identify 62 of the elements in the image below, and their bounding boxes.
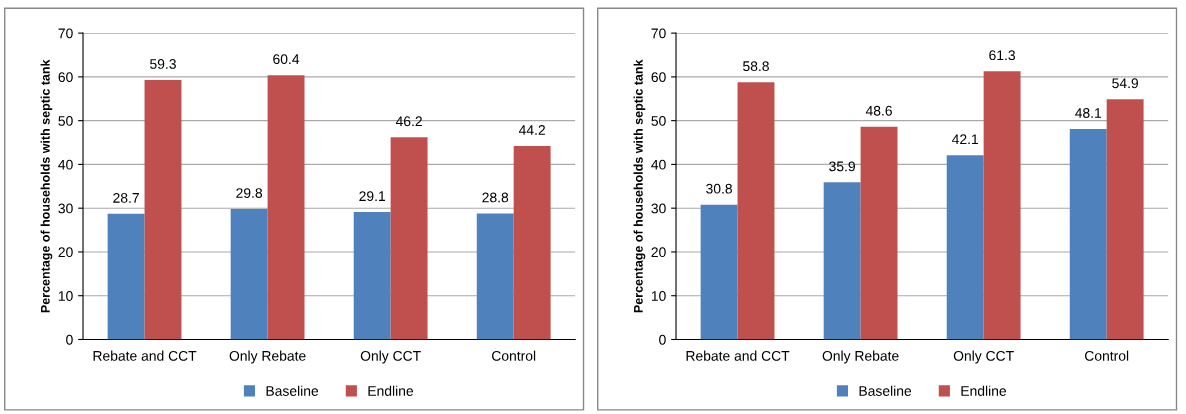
data-label: 28.8 [482, 192, 509, 203]
data-label: 54.9 [1112, 78, 1138, 89]
data-label: 59.3 [150, 59, 176, 69]
bar [983, 71, 1021, 340]
data-label: 61.3 [989, 50, 1015, 61]
x-tick-label: Only CCT [360, 350, 421, 364]
data-label: 42.1 [951, 134, 979, 145]
y-tick-label: 20 [651, 247, 666, 258]
bar [353, 212, 391, 340]
y-tick-label: 40 [58, 159, 73, 170]
bar [267, 75, 305, 340]
x-tick-label: Rebate and CCT [93, 350, 197, 361]
y-tick-label: 30 [58, 203, 73, 214]
data-label: 48.6 [865, 105, 892, 116]
y-tick-label: 10 [58, 291, 73, 301]
bar [144, 79, 182, 340]
y-tick-label: 0 [659, 334, 666, 345]
y-tick-label: 30 [651, 203, 666, 214]
bar [513, 146, 551, 340]
bar [1069, 128, 1107, 340]
data-label: 48.1 [1075, 108, 1102, 118]
legend-label: Baseline [266, 385, 319, 396]
y-tick-label: 50 [58, 115, 73, 126]
y-tick-label: 20 [58, 247, 73, 258]
y-tick-label: 0 [66, 334, 73, 345]
x-tick-label: Control [1085, 350, 1129, 361]
bar [700, 204, 738, 340]
data-label: 29.8 [236, 188, 263, 198]
data-label: 46.2 [395, 116, 422, 127]
data-label: 30.8 [706, 183, 732, 194]
bar [230, 209, 268, 340]
bar [737, 82, 775, 340]
y-tick-label: 60 [58, 72, 73, 83]
data-label: 35.9 [829, 161, 855, 172]
y-tick-label: 50 [651, 115, 666, 126]
y-tick-label: 40 [651, 159, 666, 170]
y-axis-title: Percentage of households with septic tank [633, 59, 646, 313]
data-label: 28.7 [113, 192, 139, 203]
data-label: 58.8 [743, 61, 769, 72]
legend-label: Baseline [859, 385, 912, 396]
data-label: 29.1 [359, 191, 386, 202]
bar [823, 182, 861, 340]
x-tick-label: Only Rebate [229, 350, 306, 364]
bar [476, 213, 514, 340]
x-tick-label: Only Rebate [822, 350, 899, 364]
y-tick-label: 10 [651, 291, 666, 301]
data-label: 60.4 [273, 54, 300, 65]
legend-label: Endline [368, 385, 414, 396]
bar [946, 155, 984, 340]
legend-label: Endline [961, 385, 1007, 396]
bar [390, 137, 428, 340]
y-tick-label: 70 [651, 28, 666, 39]
bar [107, 213, 145, 340]
y-tick-label: 70 [58, 28, 73, 39]
bar [1106, 99, 1144, 340]
data-label: 44.2 [518, 125, 545, 135]
bar [860, 126, 898, 340]
x-tick-label: Control [492, 350, 536, 361]
y-tick-label: 60 [651, 72, 666, 83]
x-tick-label: Rebate and CCT [686, 350, 790, 361]
x-tick-label: Only CCT [953, 350, 1014, 364]
y-axis-title: Percentage of households with septic tank [40, 59, 53, 313]
